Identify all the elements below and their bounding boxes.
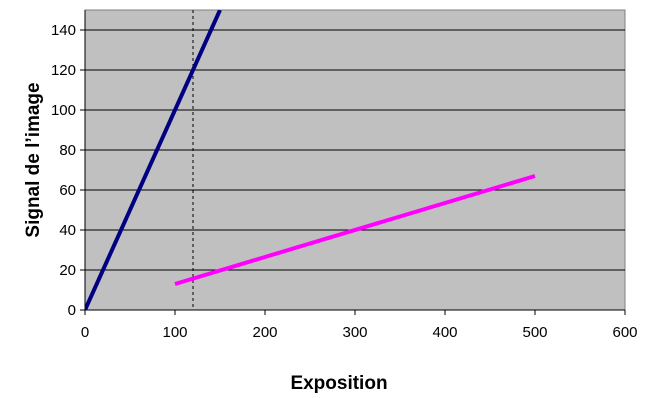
x-tick-label: 500 [522,324,547,341]
y-tick-label: 40 [59,222,76,239]
y-tick-label: 120 [51,62,76,79]
x-tick-label: 200 [252,324,277,341]
y-tick-label: 60 [59,182,76,199]
plot-area [84,9,626,311]
y-tick-label: 20 [59,262,76,279]
x-tick-label: 600 [612,324,637,341]
x-tick-label: 0 [81,324,89,341]
x-tick-label: 300 [342,324,367,341]
tick-labels: 0 20 40 60 80 100 120 140 0 100 200 300 400 500 600 [51,22,638,341]
axes [80,10,626,315]
y-tick-label: 0 [68,302,76,319]
x-tick-label: 400 [432,324,457,341]
series-line-2 [174,174,536,286]
series-line-1 [85,10,222,310]
x-axis-title: Exposition [290,373,387,394]
y-tick-label: 100 [51,102,76,119]
y-tick-label: 140 [51,22,76,39]
x-tick-label: 100 [162,324,187,341]
y-tick-label: 80 [59,142,76,159]
y-axis-title: Signal de l’image [23,82,44,237]
series-lines [85,10,536,310]
